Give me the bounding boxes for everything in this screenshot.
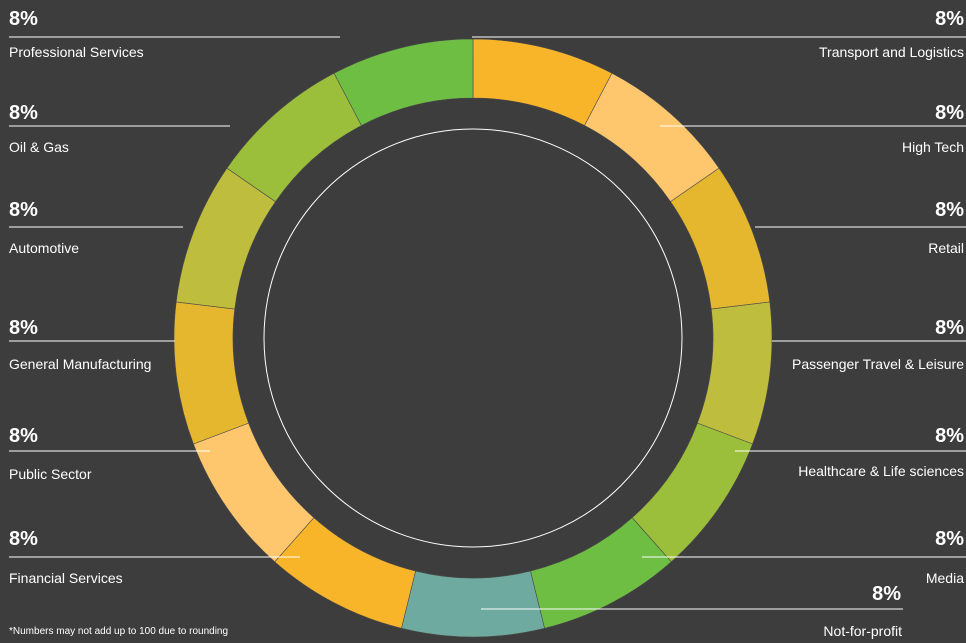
value-label-automotive: 8%: [9, 199, 38, 221]
donut-slices: [173, 38, 773, 638]
value-label-media: 8%: [935, 528, 964, 550]
category-label-professional-services: Professional Services: [9, 44, 144, 60]
category-label-healthcare-and-life-sciences: Healthcare & Life sciences: [798, 463, 964, 479]
value-label-not-for-profit: 8%: [872, 583, 901, 605]
category-label-public-sector: Public Sector: [9, 466, 92, 482]
value-label-retail: 8%: [935, 199, 964, 221]
category-label-media: Media: [926, 570, 964, 586]
inner-circle-outline: [263, 128, 683, 548]
slice-passenger-travel-and-leisure: [697, 301, 773, 445]
category-label-oil-and-gas: Oil & Gas: [9, 139, 69, 155]
category-label-general-manufacturing: General Manufacturing: [9, 356, 151, 372]
category-label-automotive: Automotive: [9, 240, 79, 256]
value-label-general-manufacturing: 8%: [9, 317, 38, 339]
value-label-high-tech: 8%: [935, 102, 964, 124]
category-label-passenger-travel-and-leisure: Passenger Travel & Leisure: [792, 356, 964, 372]
slice-not-for-profit: [401, 570, 545, 638]
value-label-oil-and-gas: 8%: [9, 102, 38, 124]
slice-professional-services: [333, 38, 474, 126]
category-label-financial-services: Financial Services: [9, 570, 123, 586]
value-label-transport-and-logistics: 8%: [935, 8, 964, 30]
slice-labels: 8% Transport and Logistics 8% High Tech 8% Re…: [9, 8, 966, 639]
slice-general-manufacturing: [173, 301, 249, 445]
category-label-not-for-profit: Not-for-profit: [823, 623, 902, 639]
value-label-passenger-travel-and-leisure: 8%: [935, 317, 964, 339]
category-label-retail: Retail: [928, 240, 964, 256]
value-label-healthcare-and-life-sciences: 8%: [935, 425, 964, 447]
category-label-high-tech: High Tech: [902, 139, 964, 155]
slice-oil-and-gas: [226, 72, 362, 203]
value-label-financial-services: 8%: [9, 528, 38, 550]
category-label-transport-and-logistics: Transport and Logistics: [819, 44, 964, 60]
value-label-public-sector: 8%: [9, 425, 38, 447]
value-label-professional-services: 8%: [9, 8, 38, 30]
footnote: *Numbers may not add up to 100 due to ro…: [9, 626, 229, 637]
